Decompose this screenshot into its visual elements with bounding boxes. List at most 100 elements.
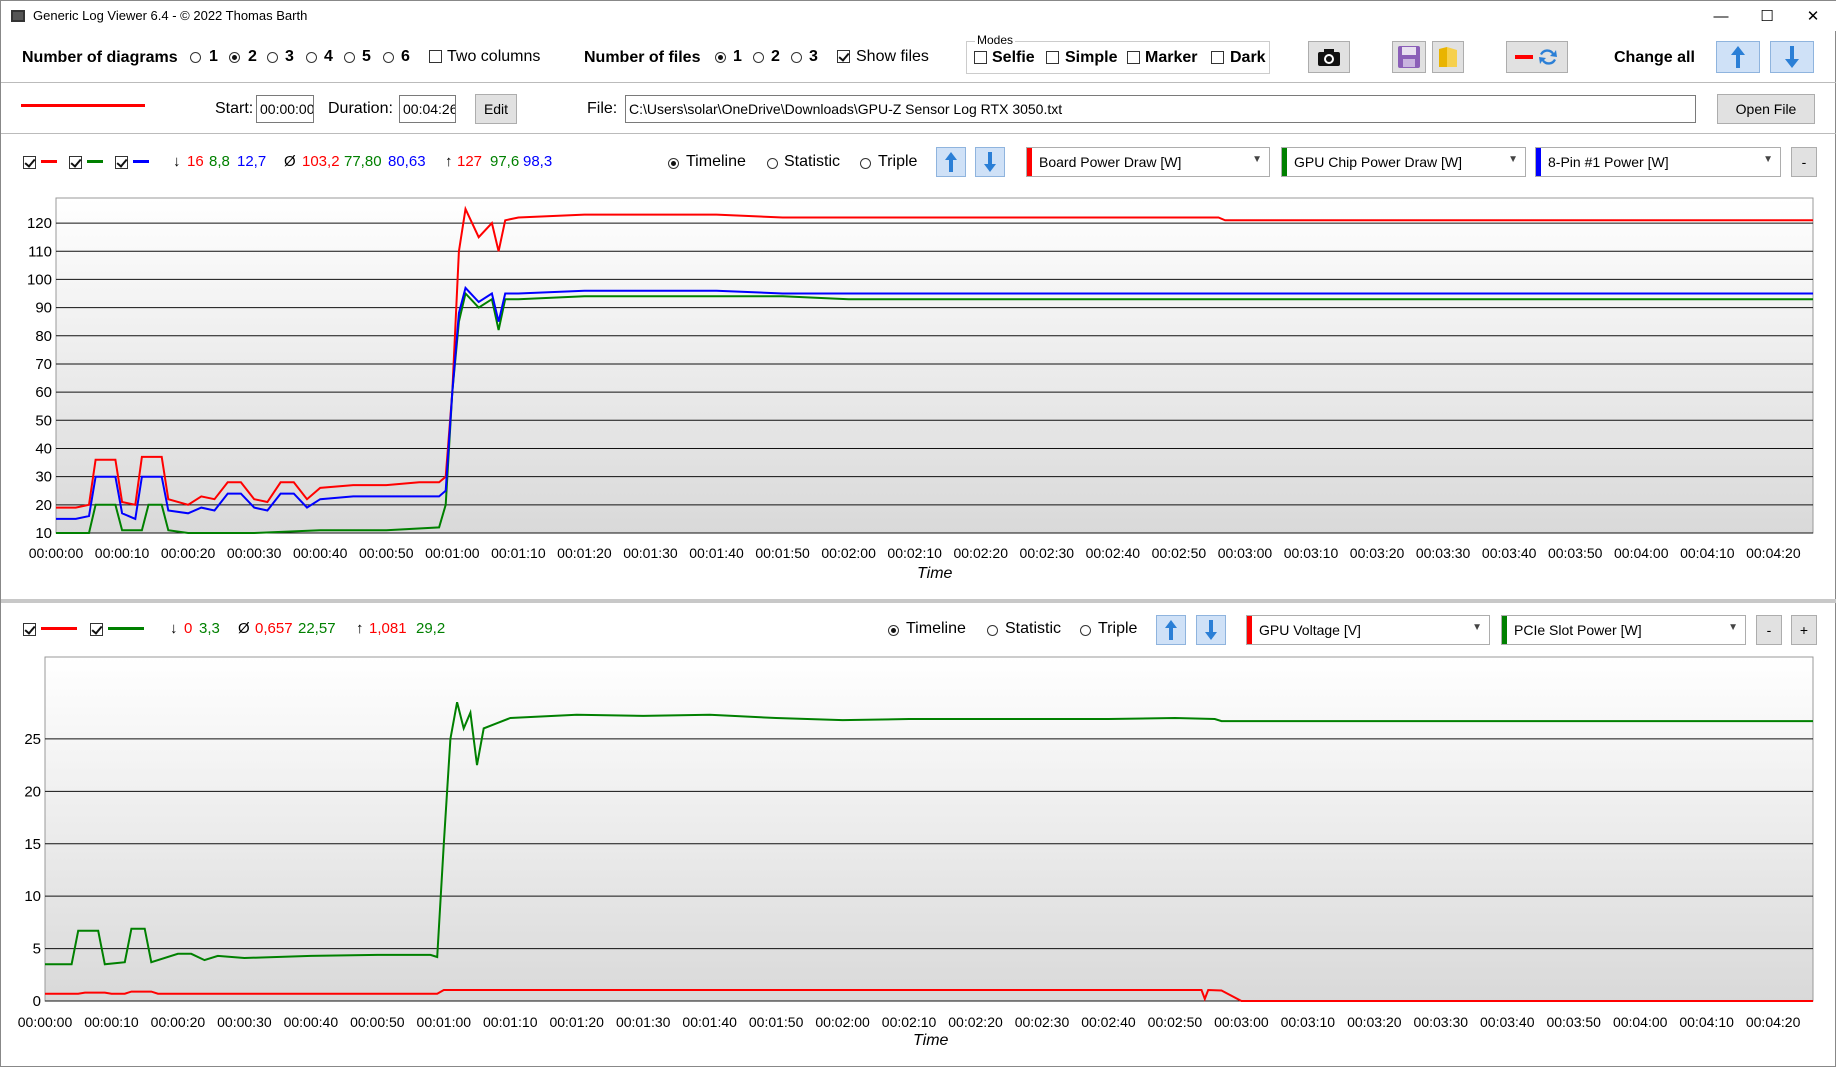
num-diagrams-label: Number of diagrams (22, 49, 178, 66)
diagram2-chart[interactable]: 0 5 10 15 20 25 00:00:00 00:00:10 00:00:20 00:00:… (1, 651, 1836, 1031)
diagrams-radio-6[interactable] (383, 52, 394, 63)
series-line-2 (56, 291, 1813, 534)
diagram2-timeline-radio[interactable] (888, 625, 899, 636)
diagrams-radio-1[interactable] (190, 52, 201, 63)
diagrams-radio-4-label: 4 (324, 48, 333, 65)
diagram1-max-red: 127 (457, 153, 483, 170)
x-tick-label: 00:03:20 (1350, 545, 1405, 561)
show-files-checkbox[interactable] (837, 50, 850, 63)
diagram1-statistic-radio[interactable] (767, 158, 778, 169)
x-tick-label: 00:04:10 (1680, 545, 1735, 561)
diagrams-radio-4[interactable] (306, 52, 317, 63)
file-line-color-bar (21, 104, 145, 107)
diagram1-avg-red: 103,2 (302, 153, 340, 170)
move-down-all-button[interactable] (1770, 41, 1814, 73)
diagram2-avg-green: 22,57 (298, 620, 336, 637)
edit-button[interactable]: Edit (475, 94, 517, 124)
diagram2-triple-radio[interactable] (1080, 625, 1091, 636)
x-tick-label: 00:00:30 (217, 1014, 272, 1030)
diagram1-move-down-button[interactable] (975, 147, 1005, 177)
x-tick-label: 00:01:50 (755, 545, 810, 561)
diagram-splitter[interactable] (1, 599, 1836, 603)
two-columns-checkbox[interactable] (429, 50, 442, 63)
diagram2-add-button[interactable]: + (1791, 615, 1817, 645)
swap-colors-button[interactable] (1506, 41, 1568, 73)
diagram1-sensor1-select[interactable]: Board Power Draw [W] ▼ (1026, 147, 1270, 177)
file-path-field[interactable]: C:\Users\solar\OneDrive\Downloads\GPU-Z … (625, 95, 1696, 123)
x-tick-label: 00:02:40 (1081, 1014, 1136, 1030)
dark-checkbox[interactable] (1211, 51, 1224, 64)
y-tick-label: 60 (35, 384, 52, 401)
diagram1-sensor3-value: 8-Pin #1 Power [W] (1548, 154, 1669, 170)
simple-checkbox[interactable] (1046, 51, 1059, 64)
diagram2-triple-label: Triple (1098, 620, 1138, 637)
diagram2-sensor2-select[interactable]: PCIe Slot Power [W] ▼ (1501, 615, 1746, 645)
diagram1-remove-button[interactable]: - (1791, 147, 1817, 177)
diagram1-series1-checkbox[interactable] (23, 156, 36, 169)
file-line-color-swatch[interactable] (21, 101, 151, 111)
chevron-down-icon: ▼ (1763, 154, 1773, 165)
diagram1-sensor3-select[interactable]: 8-Pin #1 Power [W] ▼ (1535, 147, 1781, 177)
marker-checkbox[interactable] (1127, 51, 1140, 64)
open-file-button[interactable]: Open File (1717, 94, 1815, 124)
diagram1-max-icon: ↑ (445, 153, 453, 170)
modes-title: Modes (975, 33, 1016, 47)
diagram1-series1-swatch (41, 160, 57, 163)
diagram1-sensor3-color-bar (1536, 148, 1541, 176)
diagram2-series2-checkbox[interactable] (90, 623, 103, 636)
x-tick-label: 00:00:20 (161, 545, 216, 561)
move-up-all-button[interactable] (1716, 41, 1760, 73)
diagram2-series1-checkbox[interactable] (23, 623, 36, 636)
x-tick-label: 00:02:30 (1020, 545, 1075, 561)
toolbar-divider (1, 82, 1836, 83)
diagram1-sensor2-select[interactable]: GPU Chip Power Draw [W] ▼ (1281, 147, 1526, 177)
diagram1-series3-swatch-bar (133, 160, 149, 163)
arrow-up-icon (1165, 620, 1177, 640)
start-field[interactable]: 00:00:00 (256, 95, 314, 123)
selfie-checkbox[interactable] (974, 51, 987, 64)
series-line-1 (56, 205, 1813, 509)
diagram2-min-red: 0 (184, 620, 193, 637)
open-folder-button[interactable] (1432, 41, 1464, 73)
diagram2-timeline-label: Timeline (906, 620, 966, 637)
modes-group (966, 41, 1270, 74)
diagram2-max-green: 29,2 (416, 620, 446, 637)
duration-field[interactable]: 00:04:26 (399, 95, 456, 123)
diagram2-move-up-button[interactable] (1156, 615, 1186, 645)
diagrams-radio-2[interactable] (229, 52, 240, 63)
camera-icon (1318, 49, 1340, 66)
diagrams-radio-3-label: 3 (285, 48, 294, 65)
x-tick-label: 00:02:50 (1148, 1014, 1203, 1030)
x-tick-label: 00:00:50 (350, 1014, 405, 1030)
diagram1-series3-checkbox[interactable] (115, 156, 128, 169)
chevron-down-icon: ▼ (1728, 622, 1738, 633)
close-button[interactable]: ✕ (1806, 8, 1820, 25)
diagrams-radio-5[interactable] (344, 52, 355, 63)
diagram2-sensor1-select[interactable]: GPU Voltage [V] ▼ (1246, 615, 1490, 645)
diagram2-xlabel: Time (913, 1032, 949, 1049)
y-tick-label: 30 (35, 469, 52, 486)
maximize-button[interactable]: ☐ (1760, 8, 1774, 25)
diagram2-move-down-button[interactable] (1196, 615, 1226, 645)
diagrams-radio-3[interactable] (267, 52, 278, 63)
diagram2-remove-button[interactable]: - (1756, 615, 1782, 645)
diagram1-chart[interactable]: 10 20 30 40 50 60 70 80 90 100 110 120 00:00:00 00:00… (1, 193, 1836, 583)
diagram2-statistic-radio[interactable] (987, 625, 998, 636)
files-radio-1[interactable] (715, 52, 726, 63)
x-tick-label: 00:03:30 (1414, 1014, 1469, 1030)
swap-color-icon (1515, 49, 1557, 65)
minimize-button[interactable]: — (1713, 7, 1729, 25)
diagram1-timeline-radio[interactable] (668, 158, 679, 169)
x-tick-label: 00:03:10 (1281, 1014, 1336, 1030)
diagrams-radio-1-label: 1 (209, 48, 218, 65)
save-button[interactable] (1392, 41, 1426, 73)
diagram1-move-up-button[interactable] (936, 147, 966, 177)
diagram1-series2-checkbox[interactable] (69, 156, 82, 169)
diagram1-triple-radio[interactable] (860, 158, 871, 169)
x-tick-label: 00:01:20 (557, 545, 612, 561)
y-tick-label: 25 (24, 731, 41, 748)
files-radio-2[interactable] (753, 52, 764, 63)
files-radio-3[interactable] (791, 52, 802, 63)
screenshot-button[interactable] (1308, 41, 1350, 73)
